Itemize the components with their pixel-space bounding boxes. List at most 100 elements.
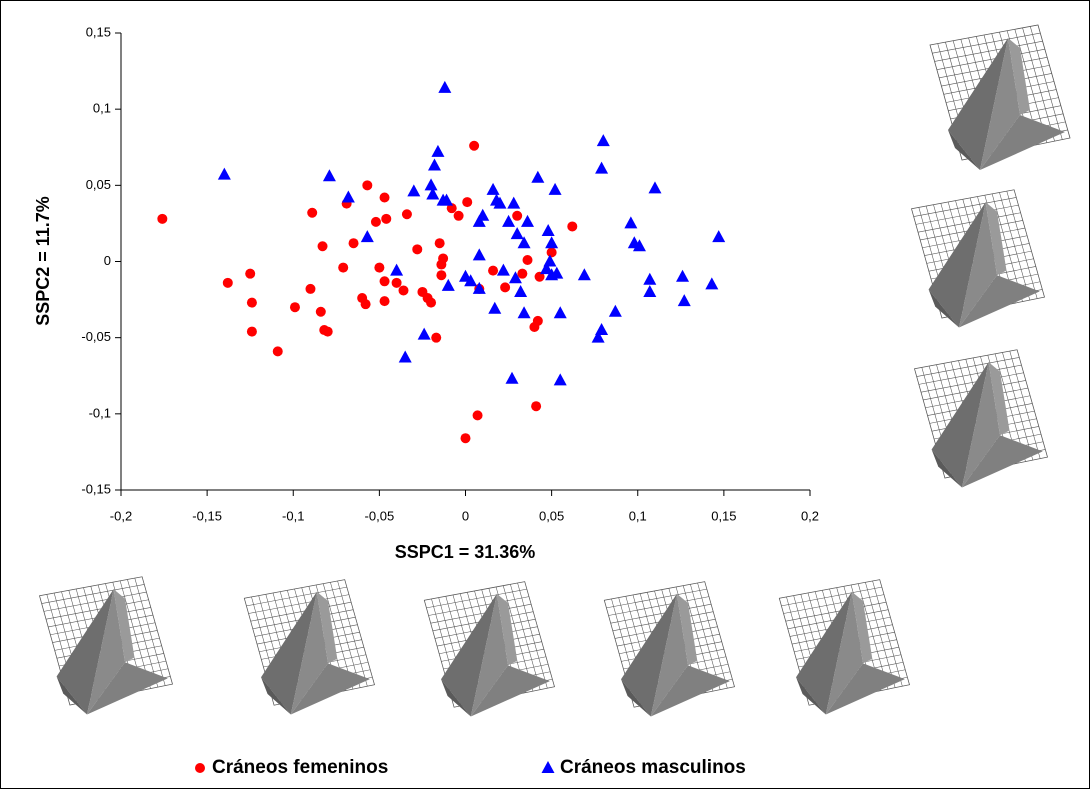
data-point (426, 187, 440, 200)
data-point (401, 209, 412, 220)
data-point (360, 230, 374, 243)
data-point (541, 224, 555, 237)
data-point (553, 373, 567, 386)
data-point (550, 266, 564, 279)
x-tick-label: 0,05 (539, 508, 564, 523)
data-point (374, 262, 385, 273)
y-tick-label: 0,15 (86, 24, 111, 39)
data-point (676, 269, 690, 282)
data-point (712, 230, 726, 243)
data-point (222, 277, 233, 288)
data-point (469, 140, 480, 151)
data-point (546, 247, 557, 258)
data-point (441, 278, 455, 291)
data-point (521, 214, 535, 227)
x-tick-label: -0,05 (365, 508, 395, 523)
data-point (398, 350, 412, 363)
data-point (596, 134, 610, 147)
x-tick-label: -0,1 (282, 508, 304, 523)
y-tick-label: -0,1 (89, 405, 111, 420)
data-point (317, 241, 328, 252)
data-point (370, 216, 381, 227)
data-point (322, 326, 333, 337)
data-point (514, 284, 528, 297)
data-point (307, 207, 318, 218)
data-point (472, 281, 486, 294)
y-tick-label: 0 (104, 253, 111, 268)
data-point (488, 301, 502, 314)
data-point (322, 169, 336, 182)
data-point (502, 214, 516, 227)
data-point (643, 272, 657, 285)
data-point (510, 227, 524, 240)
data-point (548, 182, 562, 195)
y-tick-label: 0,05 (86, 177, 111, 192)
data-point (507, 196, 521, 209)
data-point (245, 268, 256, 279)
data-point (595, 161, 609, 174)
data-point (360, 299, 371, 310)
data-point (436, 270, 447, 281)
data-point (493, 196, 507, 209)
data-point (496, 263, 510, 276)
data-point (434, 238, 445, 249)
data-point (460, 433, 471, 444)
data-point (379, 192, 390, 203)
data-point (246, 326, 257, 337)
data-point (431, 332, 442, 343)
data-point (648, 181, 662, 194)
data-point (545, 236, 559, 249)
data-point (407, 184, 421, 197)
data-point (315, 306, 326, 317)
data-point (391, 277, 402, 288)
y-tick-label: -0,05 (81, 329, 111, 344)
x-tick-label: -0,15 (192, 508, 222, 523)
data-point (246, 297, 257, 308)
data-point (348, 238, 359, 249)
data-point (462, 197, 473, 208)
data-point (472, 214, 486, 227)
data-point (500, 282, 511, 293)
legend-marker (541, 761, 555, 773)
data-point (591, 330, 605, 343)
data-point (464, 274, 478, 287)
data-point (272, 346, 283, 357)
data-point (390, 263, 404, 276)
data-point (608, 304, 622, 317)
y-tick-label: 0,1 (93, 101, 111, 116)
data-point (508, 271, 522, 284)
y-axis-label: SSPC2 = 11.7% (33, 196, 53, 326)
data-point (417, 327, 431, 340)
x-axis-label: SSPC1 = 31.36% (395, 542, 536, 562)
data-point (705, 277, 719, 290)
data-point (412, 244, 423, 255)
data-point (472, 248, 486, 261)
data-point (289, 302, 300, 313)
data-point (379, 276, 390, 287)
data-point (643, 284, 657, 297)
data-point (531, 170, 545, 183)
data-point (567, 221, 578, 232)
data-point (624, 216, 638, 229)
data-point (362, 180, 373, 191)
data-point (472, 410, 483, 421)
data-point (438, 80, 452, 93)
x-tick-label: 0,1 (629, 508, 647, 523)
data-point (543, 254, 557, 267)
data-point (486, 182, 500, 195)
data-point (512, 210, 523, 221)
data-point (440, 193, 454, 206)
data-point (341, 190, 355, 203)
data-point (424, 178, 438, 191)
data-point (577, 268, 591, 281)
legend-marker (195, 763, 205, 773)
x-tick-label: 0,15 (711, 508, 736, 523)
x-tick-label: 0 (462, 508, 469, 523)
data-point (539, 262, 553, 275)
data-point (338, 262, 349, 273)
data-point (517, 268, 528, 279)
data-point (446, 203, 457, 214)
x-tick-label: -0,2 (110, 508, 132, 523)
data-point (426, 297, 437, 308)
